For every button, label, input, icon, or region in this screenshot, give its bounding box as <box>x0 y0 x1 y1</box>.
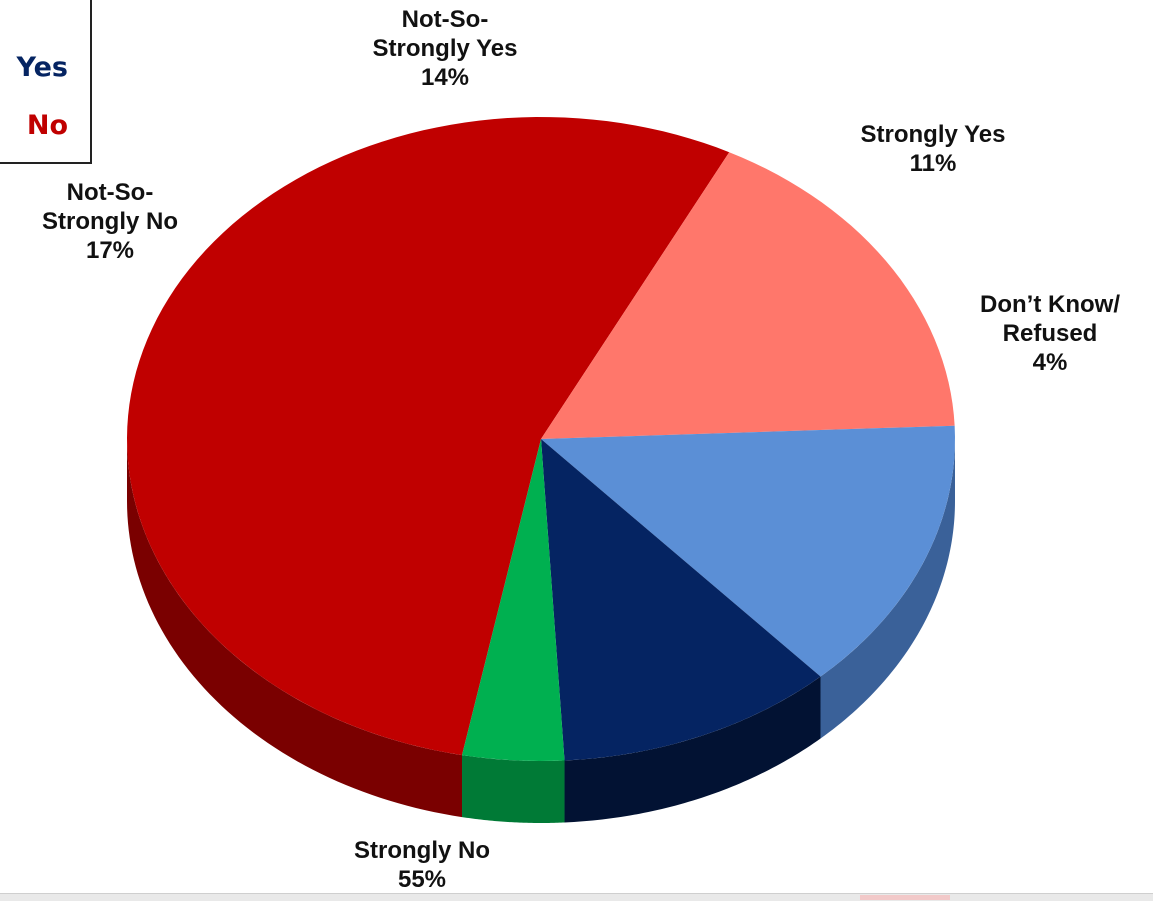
pie-side-not-so-strongly-yes <box>820 439 955 739</box>
slice-label-not-so-strongly-no: Not-So- Strongly No 17% <box>10 178 210 265</box>
slice-label-strongly-yes: Strongly Yes 11% <box>818 120 1048 178</box>
slice-label-name-line2: Refused <box>1002 320 1098 347</box>
slice-label-value: 14% <box>420 64 470 91</box>
slice-label-value: 4% <box>1032 349 1068 376</box>
bottom-scrollbar-strip <box>0 893 1153 901</box>
pie-side-strongly-yes <box>564 676 821 823</box>
slice-label-value: 55% <box>397 866 447 893</box>
pie-slice-don-t-know-refused <box>462 439 565 761</box>
slice-label-name-line1: Not-So- <box>66 179 154 206</box>
pie-side-strongly-no <box>127 439 463 818</box>
pie-top-group <box>127 117 955 761</box>
legend: Yes No <box>0 0 92 164</box>
slice-label-not-so-strongly-yes: Not-So- Strongly Yes 14% <box>345 5 545 92</box>
legend-item-no: No <box>26 110 68 141</box>
slice-label-value: 17% <box>85 237 135 264</box>
pie-side-group <box>127 439 955 823</box>
bottom-accent <box>860 895 950 900</box>
pie-slice-strongly-yes <box>541 439 821 761</box>
slice-label-value: 11% <box>909 150 957 177</box>
slice-label-strongly-no: Strongly No 55% <box>312 836 532 894</box>
slice-label-name: Strongly No <box>354 837 490 864</box>
slice-label-dont-know-refused: Don’t Know/ Refused 4% <box>950 290 1150 377</box>
slice-label-name-line2: Strongly Yes <box>372 35 518 62</box>
pie-slice-not-so-strongly-yes <box>541 425 955 677</box>
legend-item-yes: Yes <box>16 52 68 83</box>
slice-label-name: Strongly Yes <box>860 121 1006 148</box>
pie-side-don-t-know-refused <box>462 755 565 823</box>
pie-slice-not-so-strongly-no <box>541 152 955 439</box>
slice-label-name-line1: Not-So- <box>401 6 489 33</box>
slice-label-name-line1: Don’t Know/ <box>980 291 1120 318</box>
pie-slice-strongly-no <box>127 117 730 756</box>
slice-label-name-line2: Strongly No <box>42 208 178 235</box>
